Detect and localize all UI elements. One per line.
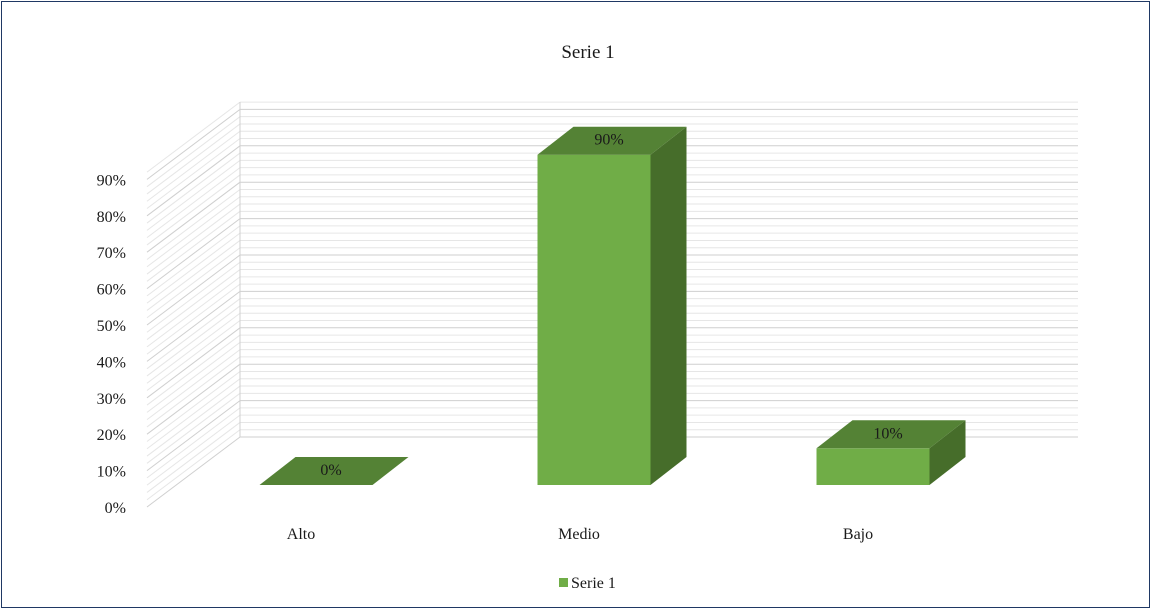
side-gridline	[146, 334, 241, 406]
side-gridline	[146, 356, 241, 428]
bar-top	[259, 457, 409, 485]
bar-front	[537, 154, 651, 485]
y-tick-label: 80%	[97, 209, 126, 226]
side-gridline	[146, 101, 241, 173]
y-tick-label: 40%	[97, 354, 126, 371]
side-gridline	[146, 174, 241, 246]
bar-medio	[537, 126, 687, 485]
side-gridline	[146, 159, 241, 231]
side-gridline	[146, 145, 241, 217]
category-label: Bajo	[843, 526, 873, 543]
side-gridline	[146, 210, 241, 282]
side-gridline	[146, 232, 241, 304]
bar-front	[816, 448, 930, 485]
side-gridline	[146, 407, 241, 479]
chart-title: Serie 1	[561, 42, 614, 63]
bar-alto	[259, 457, 409, 485]
side-gridline	[146, 181, 241, 253]
y-tick-label: 90%	[97, 172, 126, 189]
category-label: Medio	[558, 526, 600, 543]
side-gridline	[146, 225, 241, 297]
bar-bajo	[816, 420, 966, 485]
side-gridline	[146, 341, 241, 413]
side-gridline	[146, 218, 241, 289]
side-gridline	[146, 349, 241, 421]
side-gridline	[146, 254, 241, 326]
side-gridline	[146, 414, 241, 486]
side-gridline	[146, 385, 241, 457]
bars	[259, 126, 966, 485]
side-gridline	[146, 392, 241, 464]
side-gridline	[146, 138, 241, 209]
y-tick-label: 50%	[97, 318, 126, 335]
y-tick-label: 60%	[97, 282, 126, 299]
side-gridline	[146, 400, 241, 471]
side-gridline	[146, 436, 241, 508]
side-gridline	[146, 109, 241, 180]
y-tick-label: 30%	[97, 391, 126, 408]
data-label: 90%	[594, 132, 623, 149]
data-label: 10%	[873, 425, 902, 442]
side-gridline	[146, 247, 241, 319]
side-gridline	[146, 305, 241, 377]
side-gridline	[146, 298, 241, 370]
side-gridline	[146, 240, 241, 311]
side-gridline	[146, 152, 241, 224]
bar-top	[816, 420, 966, 449]
side-gridline	[146, 378, 241, 450]
side-gridline	[146, 116, 241, 188]
side-gridline	[146, 327, 241, 399]
x-axis: Alto Medio Bajo	[287, 526, 873, 543]
side-gridline	[146, 283, 241, 355]
y-tick-label: 10%	[97, 464, 126, 481]
data-labels: 0% 90% 10%	[320, 132, 902, 479]
side-gridline	[146, 189, 241, 260]
data-label: 0%	[320, 462, 341, 479]
side-gridline	[146, 429, 241, 501]
side-gridline	[146, 312, 241, 384]
side-gridline	[146, 123, 241, 195]
y-tick-label: 0%	[105, 500, 126, 517]
side-gridline	[146, 196, 241, 268]
side-gridline	[146, 320, 241, 391]
category-label: Alto	[287, 526, 315, 543]
legend-swatch	[559, 578, 568, 587]
side-gridline	[146, 203, 241, 275]
side-gridline	[146, 261, 241, 333]
side-gridline	[146, 291, 241, 362]
side-gridline	[146, 130, 241, 202]
bar-side	[650, 126, 687, 485]
y-tick-label: 70%	[97, 245, 126, 262]
y-tick-label: 20%	[97, 427, 126, 444]
legend-label: Serie 1	[571, 575, 616, 592]
legend: Serie 1	[559, 575, 616, 592]
y-axis: 0% 10% 20% 30% 40% 50% 60% 70% 80% 90%	[97, 172, 126, 517]
side-gridline	[146, 363, 241, 435]
side-gridline	[146, 276, 241, 348]
side-gridline	[146, 167, 241, 239]
bar-top	[537, 126, 687, 155]
side-gridline	[146, 269, 241, 340]
bar-side	[929, 420, 966, 485]
side-gridline	[146, 371, 241, 442]
side-gridline	[146, 422, 241, 493]
